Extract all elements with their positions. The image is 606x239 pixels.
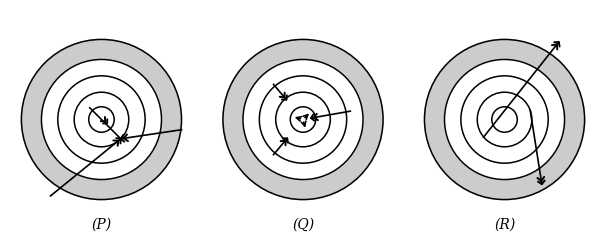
Circle shape — [223, 39, 383, 200]
Circle shape — [461, 76, 548, 163]
Circle shape — [492, 107, 518, 132]
Circle shape — [21, 39, 182, 200]
Circle shape — [444, 60, 565, 179]
Circle shape — [88, 107, 114, 132]
Text: (R): (R) — [494, 218, 515, 232]
Text: (Q): (Q) — [292, 218, 314, 232]
Circle shape — [74, 92, 128, 147]
Circle shape — [41, 60, 162, 179]
Circle shape — [290, 107, 316, 132]
Text: (P): (P) — [92, 218, 112, 232]
Circle shape — [259, 76, 347, 163]
Circle shape — [478, 92, 532, 147]
Circle shape — [243, 60, 363, 179]
Circle shape — [276, 92, 330, 147]
Circle shape — [58, 76, 145, 163]
Circle shape — [424, 39, 585, 200]
